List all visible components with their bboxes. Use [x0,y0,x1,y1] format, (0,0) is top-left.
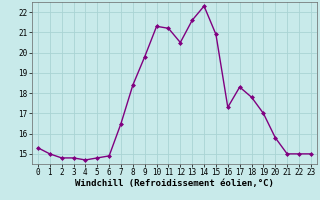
X-axis label: Windchill (Refroidissement éolien,°C): Windchill (Refroidissement éolien,°C) [75,179,274,188]
